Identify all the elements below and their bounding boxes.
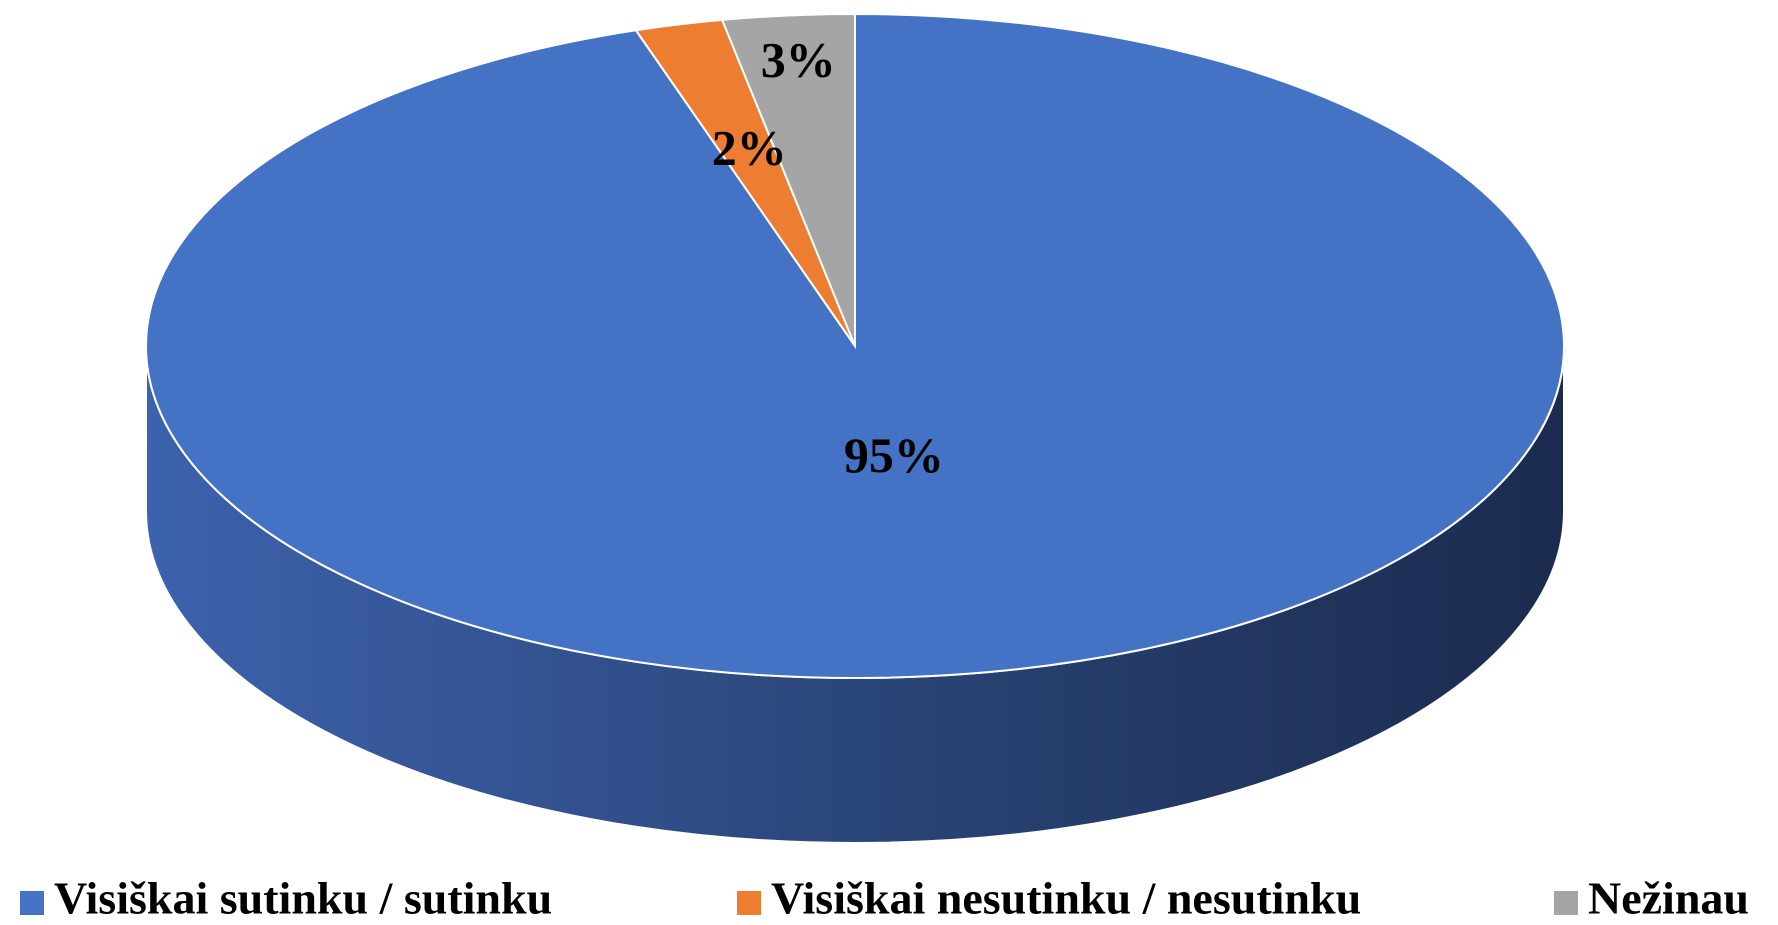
legend-swatch: [20, 891, 44, 915]
legend-swatch: [1554, 891, 1578, 915]
legend-label: Nežinau: [1588, 873, 1749, 924]
data-label: 2%: [712, 120, 787, 176]
slice: [720, 12, 856, 347]
legend-label: Visiškai sutinku / sutinku: [54, 873, 552, 924]
legend-swatch: [737, 891, 761, 915]
data-label: 3%: [761, 32, 836, 88]
slice: [145, 12, 1565, 679]
legend-label: Visiškai nesutinku / nesutinku: [771, 873, 1361, 924]
data-label: 95%: [844, 427, 944, 483]
